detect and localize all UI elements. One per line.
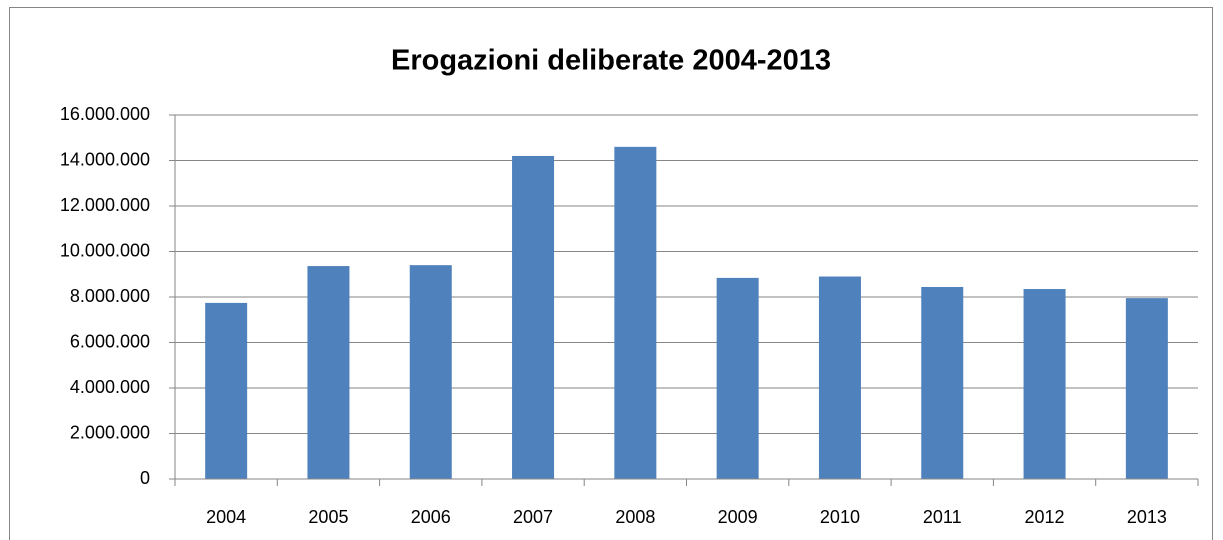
x-tick-label: 2007: [513, 507, 553, 527]
bar: [205, 302, 248, 479]
y-tick-label: 14.000.000: [60, 149, 150, 169]
x-tick-label: 2013: [1127, 507, 1167, 527]
x-tick-label: 2008: [615, 507, 655, 527]
x-tick-label: 2004: [206, 507, 246, 527]
y-tick-label: 8.000.000: [70, 286, 150, 306]
bar: [1125, 298, 1168, 479]
bar: [818, 276, 861, 479]
y-tick-label: 6.000.000: [70, 331, 150, 351]
bar: [307, 266, 350, 479]
x-tick-label: 2009: [718, 507, 758, 527]
chart-title: Erogazioni deliberate 2004-2013: [391, 45, 831, 77]
x-tick-label: 2010: [820, 507, 860, 527]
y-tick-label: 4.000.000: [70, 377, 150, 397]
y-tick-label: 10.000.000: [60, 240, 150, 260]
bar: [921, 286, 964, 479]
bar: [716, 277, 759, 479]
y-tick-label: 2.000.000: [70, 422, 150, 442]
bar: [409, 265, 452, 479]
x-tick-label: 2005: [308, 507, 348, 527]
bar: [1023, 289, 1066, 479]
y-tick-label: 16.000.000: [60, 104, 150, 124]
x-tick-label: 2006: [411, 507, 451, 527]
bar: [614, 146, 657, 479]
x-tick-label: 2011: [923, 507, 962, 527]
bar: [512, 155, 555, 479]
y-tick-label: 12.000.000: [60, 195, 150, 215]
x-tick-label: 2012: [1025, 507, 1065, 527]
y-tick-label: 0: [140, 468, 150, 488]
